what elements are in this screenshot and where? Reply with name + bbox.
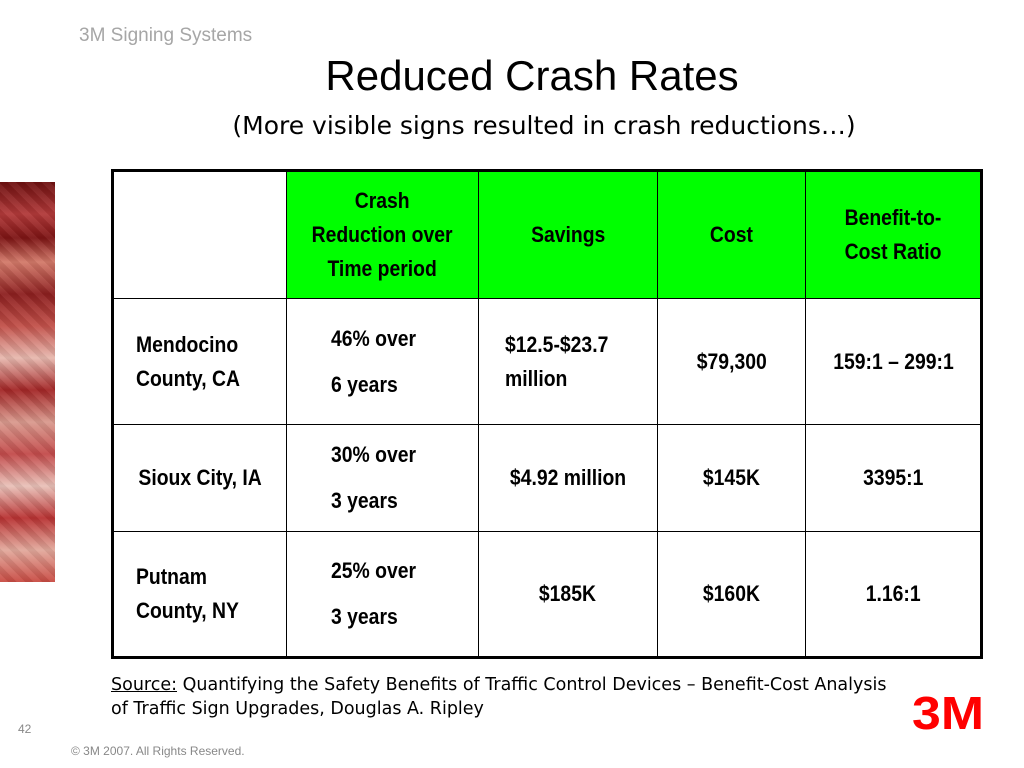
reduction-cell: 25% over 3 years xyxy=(285,531,480,658)
table-row: Putnam County, NY 25% over 3 years $185K… xyxy=(112,531,982,658)
reduction-line: 3 years xyxy=(330,604,398,629)
ratio-cell: 159:1 – 299:1 xyxy=(805,298,982,425)
ratio-value: 159:1 – 299:1 xyxy=(832,348,954,374)
decorative-side-image xyxy=(0,182,55,582)
ratio-value: 1.16:1 xyxy=(865,581,921,606)
slide-title: Reduced Crash Rates xyxy=(325,52,739,99)
page-number: 42 xyxy=(18,722,32,736)
slide-subtitle: (More visible signs resulted in crash re… xyxy=(232,111,856,140)
place-line: Mendocino xyxy=(136,331,239,357)
header-blank-cell xyxy=(112,170,287,299)
savings-line: $185K xyxy=(539,581,597,606)
reduction-cell: 30% over 3 years xyxy=(285,424,480,532)
header-cost-label: Cost xyxy=(710,222,754,247)
savings-line: million xyxy=(505,365,568,391)
ratio-cell: 1.16:1 xyxy=(805,531,982,658)
reduction-line: 30% over xyxy=(330,442,416,467)
savings-cell: $12.5-$23.7 million xyxy=(478,298,658,425)
place-line: Putnam xyxy=(136,564,208,589)
header-savings: Savings xyxy=(478,170,658,299)
source-text: Quantifying the Safety Benefits of Traff… xyxy=(111,675,887,719)
place-cell: Sioux City, IA xyxy=(112,424,287,532)
place-line: County, NY xyxy=(136,598,239,623)
place-cell: Mendocino County, CA xyxy=(112,298,287,425)
savings-line: $4.92 million xyxy=(509,465,626,490)
savings-cell: $4.92 million xyxy=(478,424,658,532)
reduction-line: 46% over xyxy=(330,325,416,351)
brand-label: 3M Signing Systems xyxy=(79,25,253,46)
3m-logo: 3M xyxy=(912,695,984,733)
savings-line: $12.5-$23.7 xyxy=(505,331,609,357)
savings-cell: $185K xyxy=(478,531,658,658)
table-row: Mendocino County, CA 46% over 6 years $1… xyxy=(112,298,982,425)
reduction-line: 6 years xyxy=(330,371,398,397)
cost-cell: $145K xyxy=(656,424,807,532)
place-line: Sioux City, IA xyxy=(138,465,262,490)
reduction-cell: 46% over 6 years xyxy=(285,298,480,425)
header-crash-reduction: Crash Reduction over Time period xyxy=(285,170,480,299)
table-row: Sioux City, IA 30% over 3 years $4.92 mi… xyxy=(112,424,982,532)
cost-value: $145K xyxy=(703,465,761,490)
table-header-row: Crash Reduction over Time period Savings… xyxy=(112,170,982,299)
header-reduction-line3: Time period xyxy=(327,256,438,281)
place-cell: Putnam County, NY xyxy=(112,531,287,658)
crash-rates-table: Crash Reduction over Time period Savings… xyxy=(111,169,983,659)
copyright-notice: © 3M 2007. All Rights Reserved. xyxy=(71,744,245,758)
cost-value: $160K xyxy=(703,581,761,606)
cost-cell: $79,300 xyxy=(656,298,807,425)
header-savings-label: Savings xyxy=(530,222,605,247)
header-ratio-line1: Benefit-to- xyxy=(844,205,942,230)
cost-cell: $160K xyxy=(656,531,807,658)
place-line: County, CA xyxy=(136,365,240,391)
source-label: Source: xyxy=(111,675,178,695)
source-citation: Source: Quantifying the Safety Benefits … xyxy=(111,673,891,721)
header-reduction-line1: Crash xyxy=(354,188,410,213)
reduction-line: 3 years xyxy=(330,488,398,513)
reduction-line: 25% over xyxy=(330,558,416,583)
header-cost: Cost xyxy=(656,170,807,299)
header-ratio-line2: Cost Ratio xyxy=(844,239,942,264)
ratio-cell: 3395:1 xyxy=(805,424,982,532)
ratio-value: 3395:1 xyxy=(863,465,924,490)
cost-value: $79,300 xyxy=(696,348,767,374)
header-reduction-line2: Reduction over xyxy=(311,222,453,247)
header-benefit-cost-ratio: Benefit-to- Cost Ratio xyxy=(805,170,982,299)
svg-text:3M: 3M xyxy=(912,695,984,733)
